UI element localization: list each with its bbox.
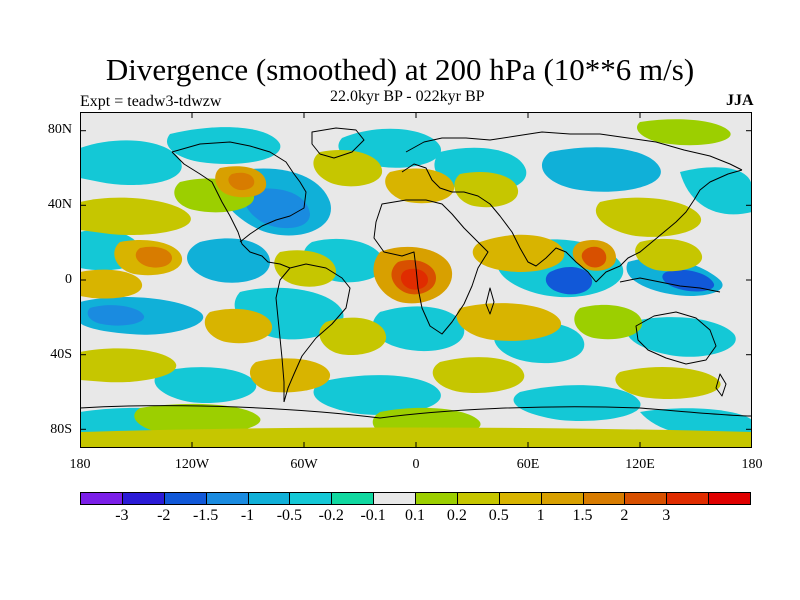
colorbar-swatch (540, 492, 584, 505)
coastlines (80, 127, 752, 419)
colorbar-swatch (80, 492, 123, 505)
season-label: JJA (726, 92, 754, 109)
experiment-label: Expt = teadw3-tdwzw (80, 93, 222, 110)
colorbar-label: 1.5 (572, 507, 593, 524)
plot-title: Divergence (smoothed) at 200 hPa (10**6 … (105, 52, 695, 87)
divergence-map (80, 112, 752, 448)
colorbar-swatch (247, 492, 291, 505)
lon-label-180e: 180 (741, 457, 763, 472)
colorbar-swatch (415, 492, 458, 505)
colorbar-swatch (289, 492, 333, 505)
colorbar-label: 1 (536, 507, 545, 524)
colorbar-swatch (708, 492, 751, 505)
colorbar-label: -1.5 (192, 507, 219, 524)
lon-label-0: 0 (412, 457, 420, 472)
colorbar-swatch (456, 492, 500, 505)
lon-label-60w: 60W (290, 457, 318, 472)
lat-label-40s: 40S (50, 347, 72, 362)
colorbar-label: -2 (157, 507, 171, 524)
lat-label-80s: 80S (50, 422, 72, 437)
colorbar-swatch (121, 492, 165, 505)
colorbar-swatch (331, 492, 375, 505)
lon-label-60e: 60E (516, 457, 540, 472)
colorbar-label: 0.5 (488, 507, 509, 524)
colorbar-label: 3 (662, 507, 671, 524)
divergence-positive-field (80, 119, 752, 448)
colorbar-swatch (666, 492, 710, 505)
colorbar-swatch (163, 492, 207, 505)
colorbar-label: 2 (620, 507, 629, 524)
period-label: 22.0kyr BP - 022kyr BP (330, 88, 485, 105)
colorbar-label: -0.1 (360, 507, 386, 524)
colorbar-label: 0.2 (446, 507, 467, 524)
colorbar-swatch (205, 492, 249, 505)
colorbar-swatch (373, 492, 416, 505)
map-ticks (80, 112, 752, 448)
lat-label-80n: 80N (47, 122, 72, 137)
colorbar-swatch (624, 492, 668, 505)
colorbar-swatch (498, 492, 542, 505)
lat-label-0: 0 (65, 272, 72, 287)
colorbar-label: -3 (115, 507, 129, 524)
colorbar-label: -0.5 (276, 507, 303, 524)
lon-label-120w: 120W (174, 457, 210, 472)
colorbar-label: -1 (240, 507, 255, 524)
lon-label-120e: 120E (625, 457, 655, 472)
lat-label-40n: 40N (47, 197, 72, 212)
colorbar-label: -0.2 (318, 507, 344, 524)
colorbar-label: 0.1 (405, 507, 425, 524)
colorbar-swatch (582, 492, 626, 505)
lon-label-180w: 180 (69, 457, 91, 472)
